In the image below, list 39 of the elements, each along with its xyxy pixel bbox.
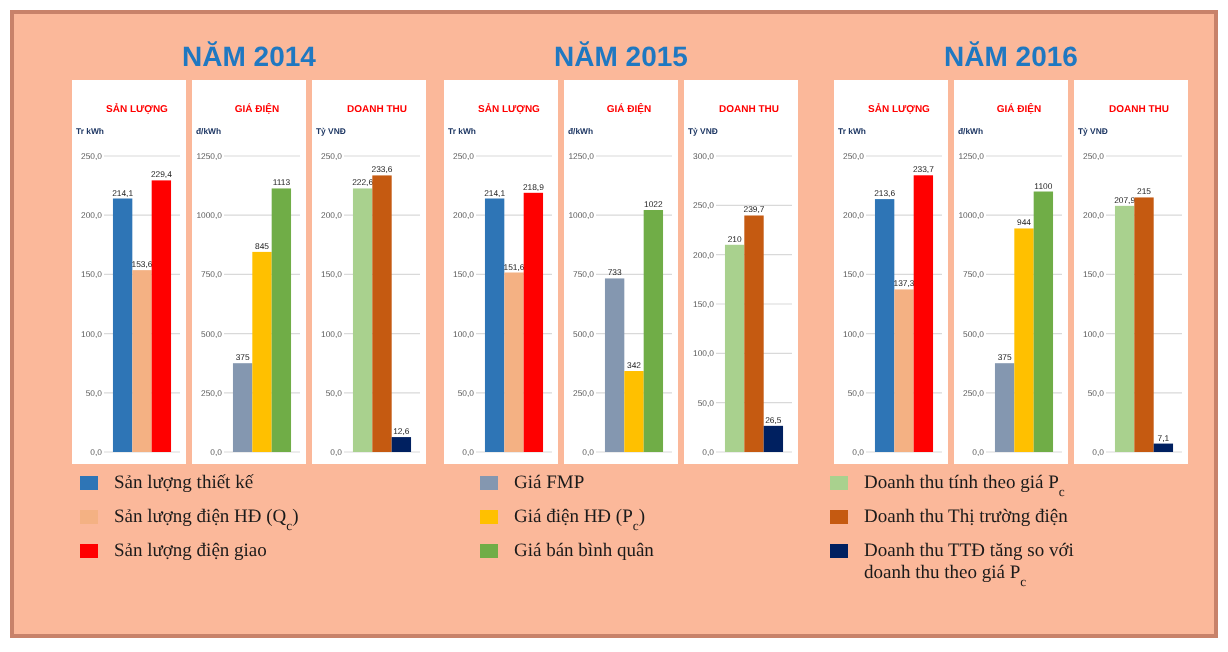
bar bbox=[913, 175, 934, 452]
legend-label: Sản lượng điện giao bbox=[114, 542, 268, 562]
bar bbox=[352, 188, 373, 452]
bar bbox=[874, 199, 895, 452]
bar bbox=[484, 198, 505, 452]
bar bbox=[724, 244, 745, 452]
legend-label: Giá bán bình quân bbox=[514, 542, 655, 562]
bar bbox=[132, 270, 152, 452]
bar bbox=[1033, 191, 1054, 452]
legend-label: Doanh thu TTĐ tăng so với doanh thu theo giá P$_{c}$ bbox=[864, 542, 1075, 589]
bar bbox=[112, 198, 133, 452]
bar bbox=[1014, 228, 1034, 452]
bar bbox=[763, 425, 784, 452]
chart-subtitle: NĂM 2015 bbox=[554, 40, 689, 72]
chart-subtitle: NĂM 2014 bbox=[182, 40, 317, 72]
legend-label: Giá điện HĐ (P$_{c}$) bbox=[514, 508, 645, 533]
legend-label: Sản lượng thiết kế bbox=[114, 474, 255, 494]
bar bbox=[1114, 205, 1135, 452]
legend-label: Giá FMP bbox=[514, 474, 585, 494]
legend-label: Doanh thu tính theo giá P$_{c}$ bbox=[864, 474, 1065, 499]
bar bbox=[232, 363, 253, 452]
legend-label: Doanh thu Thị trường điện bbox=[864, 508, 1069, 528]
bar bbox=[894, 289, 914, 452]
chart-subtitle: NĂM 2016 bbox=[944, 40, 1079, 72]
bar bbox=[624, 371, 644, 452]
bar bbox=[643, 209, 664, 452]
bar bbox=[391, 437, 412, 452]
bar bbox=[994, 363, 1015, 452]
bar bbox=[504, 272, 524, 452]
bar bbox=[744, 215, 764, 452]
bar bbox=[372, 175, 392, 452]
bar bbox=[604, 278, 625, 452]
bar bbox=[1134, 197, 1154, 452]
bar bbox=[271, 188, 292, 452]
legend-label: Sản lượng điện HĐ (Q$_{c}$) bbox=[114, 508, 299, 533]
bar bbox=[1153, 443, 1174, 452]
bar bbox=[252, 251, 272, 452]
bar bbox=[523, 192, 544, 452]
bar bbox=[151, 180, 172, 452]
